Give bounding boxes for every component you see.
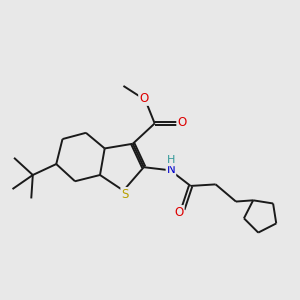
Text: N: N — [167, 163, 175, 176]
Text: O: O — [174, 206, 184, 219]
Text: S: S — [121, 188, 129, 201]
Text: O: O — [177, 116, 187, 129]
Text: O: O — [139, 92, 148, 105]
Text: H: H — [167, 155, 175, 165]
